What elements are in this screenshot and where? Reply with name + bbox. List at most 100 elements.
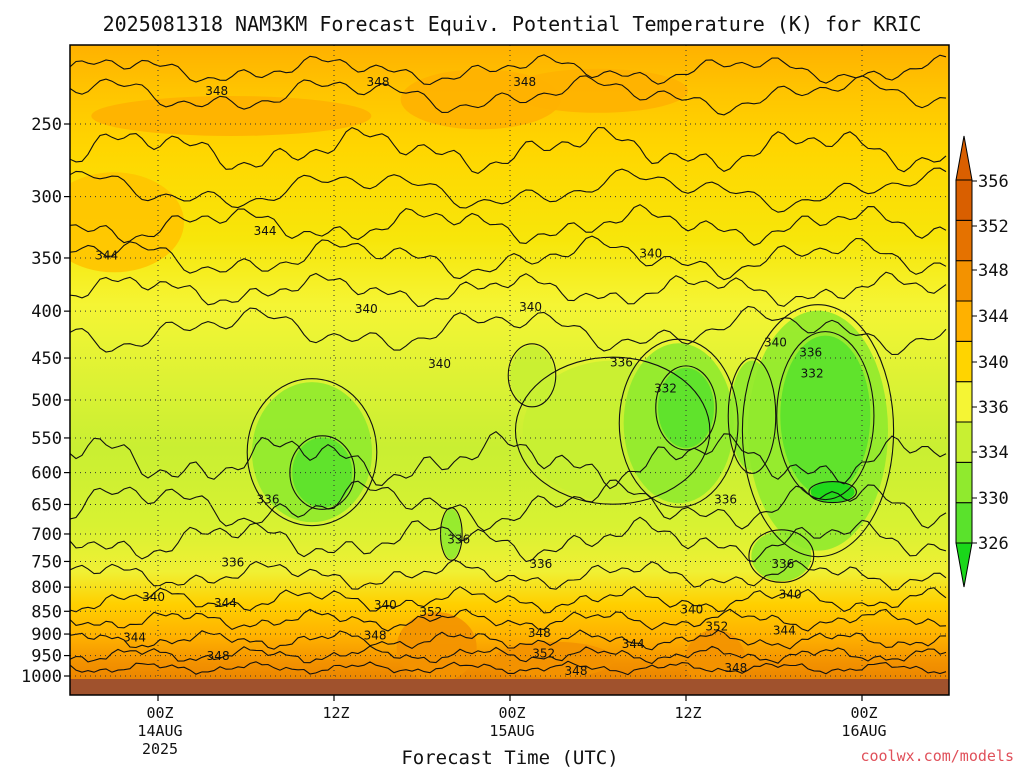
contour-label: 336 [529,557,552,571]
contour-label: 340 [779,588,802,602]
contour-line [70,305,947,356]
x-tick-label: 12Z [322,704,349,722]
contour-label-text: 344 [254,224,277,238]
contour-label: 340 [428,357,451,371]
colorbar-tick-label: 336 [978,398,1009,418]
colorbar-tick-label: 334 [978,443,1009,463]
contour-label: 340 [680,602,703,616]
contour-label-text: 340 [355,302,378,316]
y-tick-label: 850 [31,602,62,622]
x-tick-label: 00Z [498,704,525,722]
colorbar-min-arrow [955,542,973,588]
contour-label-text: 348 [367,75,390,89]
contour-label-text: 344 [123,631,146,645]
contour-label: 340 [142,590,165,604]
contour-label: 340 [639,246,662,260]
x-tick-label: 12Z [674,704,701,722]
shading-region [91,95,372,136]
shading-region [508,68,688,113]
contour-labels: 348 348 348 344 344 340 340 340 340 340 336 332 336 3… [95,75,823,678]
colorbar: 326 330 334 336 340 344 348 352 356 [955,135,1009,588]
colorbar-segment [955,461,973,504]
contour-label-text: 340 [764,336,787,350]
colorbar-max-arrow [955,135,973,181]
contour-label-text: 336 [447,533,470,547]
field-shading [70,68,888,690]
contour-label-text: 340 [779,588,802,602]
colorbar-tick-label: 330 [978,489,1009,509]
contour-label: 344 [773,623,796,637]
contour-label: 352 [419,605,442,619]
y-tick-label: 950 [31,647,62,667]
shading-region [494,641,614,678]
contour-label-text: 340 [639,246,662,260]
contour-label: 340 [355,302,378,316]
y-tick-label: 550 [31,429,62,449]
contour-label: 352 [532,646,555,660]
contour-line [70,559,947,591]
colorbar-segment [955,502,973,544]
contour-label: 336 [714,493,737,507]
y-tick-label: 350 [31,249,62,269]
y-tick-label: 600 [31,464,62,484]
contour-label: 336 [771,557,794,571]
contour-label-text: 336 [771,557,794,571]
credit-text: coolwx.com/models [860,747,1014,765]
contour-label: 332 [654,382,677,396]
contour-label-text: 336 [529,557,552,571]
contour-label-text: 348 [513,75,536,89]
contour-line [70,608,947,632]
contour-label-text: 348 [565,664,588,678]
contour-label: 348 [367,75,390,89]
contour-label: 344 [214,596,237,610]
contour-line [70,235,947,281]
contour-label-text: 348 [528,626,551,640]
chart-title: 2025081318 NAM3KM Forecast Equiv. Potent… [103,12,922,36]
contour-ring [808,480,857,504]
colorbar-tick-label: 340 [978,353,1009,373]
contour-label-text: 340 [428,357,451,371]
y-tick-label: 900 [31,625,62,645]
contour-label: 340 [519,300,542,314]
contour-label: 336 [257,493,280,507]
contour-label-text: 340 [680,602,703,616]
contour-label-text: 348 [724,661,747,675]
shading-region [751,531,812,582]
contour-label: 340 [374,598,397,612]
y-axis: 250 300 350 400 450 500 550 600 650 700 750 800 850 9… [21,115,70,687]
contour-label: 344 [123,631,146,645]
contour-label: 348 [364,628,387,642]
contour-label: 348 [513,75,536,89]
y-tick-label: 300 [31,188,62,208]
contour-label-text: 352 [419,605,442,619]
contour-ring [514,356,711,505]
x-tick-label: 15AUG [489,722,534,740]
contour-label: 336 [447,533,470,547]
colorbar-tick-label: 356 [978,172,1009,192]
contour-label: 344 [95,249,118,263]
contour-label-text: 352 [705,619,728,633]
shading-region [441,508,462,559]
shading-region [780,335,871,496]
contour-label: 344 [254,224,277,238]
contour-lines [70,54,947,676]
contour-label: 332 [801,367,824,381]
shading-region [396,612,477,683]
colorbar-segment [955,179,973,221]
contour-line [70,204,947,246]
grid-lines [70,45,949,695]
contour-label: 344 [622,637,645,651]
contour-line [70,54,947,86]
y-tick-label: 700 [31,525,62,545]
contour-label-text: 340 [142,590,165,604]
contour-ring [727,357,777,474]
contour-label-text: 336 [714,493,737,507]
colorbar-tick-label: 344 [978,307,1009,327]
shading-region [292,437,353,508]
contour-label-text: 344 [95,249,118,263]
contour-label: 348 [724,661,747,675]
contour-line [70,75,947,116]
colorbar-tick-label: 326 [978,534,1009,554]
